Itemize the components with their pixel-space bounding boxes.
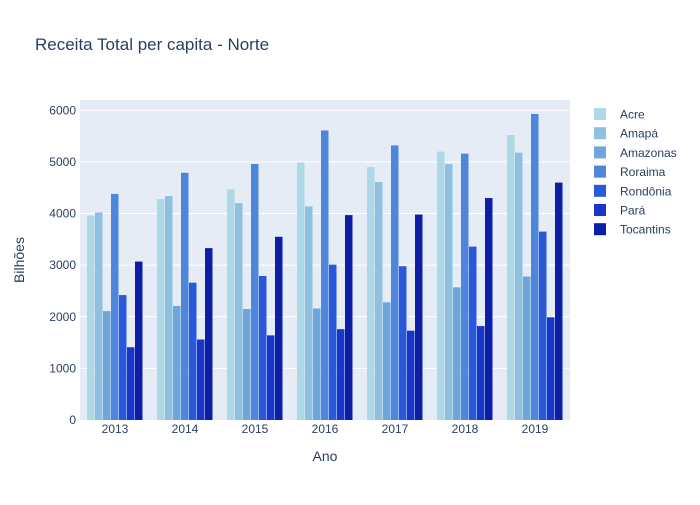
bar-pará-2016[interactable]	[337, 329, 345, 420]
bar-amapá-2015[interactable]	[235, 203, 243, 420]
bar-pará-2019[interactable]	[547, 317, 555, 420]
y-tick-label: 4000	[49, 207, 76, 221]
bar-acre-2017[interactable]	[367, 167, 375, 420]
legend-item[interactable]: Pará	[594, 204, 646, 218]
bar-roraima-2013[interactable]	[111, 193, 119, 420]
bar-amapá-2013[interactable]	[95, 212, 103, 420]
chart-title: Receita Total per capita - Norte	[35, 35, 269, 54]
bar-roraima-2019[interactable]	[531, 113, 539, 420]
bars	[87, 113, 563, 421]
bar-amazonas-2014[interactable]	[173, 305, 181, 420]
bar-tocantins-2019[interactable]	[555, 182, 563, 420]
y-tick-label: 0	[69, 413, 76, 427]
bar-rondônia-2013[interactable]	[119, 295, 127, 420]
legend-swatch	[594, 204, 606, 216]
y-axis-label: Bilhões	[11, 237, 27, 283]
legend-label: Tocantins	[620, 223, 671, 237]
bar-amazonas-2013[interactable]	[103, 311, 111, 420]
x-tick-label: 2018	[452, 422, 479, 436]
legend-label: Pará	[620, 204, 646, 218]
bar-pará-2013[interactable]	[127, 347, 135, 420]
bar-rondônia-2019[interactable]	[539, 231, 547, 420]
bar-roraima-2016[interactable]	[321, 130, 329, 421]
legend-item[interactable]: Roraima	[594, 165, 666, 179]
x-tick-label: 2017	[382, 422, 409, 436]
bar-roraima-2014[interactable]	[181, 172, 189, 420]
bar-amazonas-2018[interactable]	[453, 287, 461, 420]
y-tick-label: 6000	[49, 103, 76, 117]
bar-amapá-2018[interactable]	[445, 164, 453, 420]
bar-tocantins-2014[interactable]	[205, 248, 213, 420]
bar-rondônia-2015[interactable]	[259, 276, 267, 420]
bar-acre-2014[interactable]	[157, 199, 165, 420]
bar-acre-2015[interactable]	[227, 189, 235, 420]
legend-item[interactable]: Rondônia	[594, 184, 672, 198]
bar-tocantins-2015[interactable]	[275, 236, 283, 420]
bar-acre-2013[interactable]	[87, 215, 95, 420]
y-axis-ticks: 0 1000 2000 3000 4000 5000 6000	[49, 103, 76, 427]
bar-amazonas-2016[interactable]	[313, 308, 321, 420]
legend-swatch	[594, 146, 606, 159]
bar-tocantins-2017[interactable]	[415, 214, 423, 420]
bar-roraima-2018[interactable]	[461, 153, 469, 420]
legend-item[interactable]: Acre	[594, 108, 645, 122]
bar-amapá-2017[interactable]	[375, 182, 383, 420]
bar-acre-2019[interactable]	[507, 135, 515, 420]
bar-acre-2016[interactable]	[297, 162, 305, 421]
x-axis-ticks: 2013 2014 2015 2016 2017 2018 2019	[102, 422, 549, 436]
legend-item[interactable]: Tocantins	[594, 223, 671, 237]
legend-label: Amapá	[620, 127, 658, 141]
legend-swatch	[594, 223, 606, 236]
legend-swatch	[594, 108, 606, 120]
bar-rondônia-2014[interactable]	[189, 282, 197, 420]
bar-amapá-2019[interactable]	[515, 152, 523, 421]
bar-rondônia-2016[interactable]	[329, 264, 337, 420]
bar-amazonas-2017[interactable]	[383, 302, 391, 420]
bar-tocantins-2016[interactable]	[345, 215, 353, 420]
legend-label: Amazonas	[620, 146, 677, 160]
bar-amapá-2014[interactable]	[165, 196, 173, 420]
bar-amazonas-2015[interactable]	[243, 309, 251, 420]
y-tick-label: 2000	[49, 310, 76, 324]
x-tick-label: 2013	[102, 422, 129, 436]
bar-amapá-2016[interactable]	[305, 206, 313, 420]
bar-roraima-2017[interactable]	[391, 145, 399, 420]
bar-rondônia-2017[interactable]	[399, 266, 407, 420]
bar-pará-2014[interactable]	[197, 339, 205, 420]
legend-swatch	[594, 165, 606, 178]
legend-item[interactable]: Amapá	[594, 127, 658, 141]
bar-pará-2015[interactable]	[267, 335, 275, 420]
bar-amazonas-2019[interactable]	[523, 276, 531, 420]
y-tick-label: 1000	[49, 361, 76, 375]
y-tick-label: 5000	[49, 155, 76, 169]
bar-pará-2017[interactable]	[407, 330, 415, 420]
legend-label: Acre	[620, 108, 645, 122]
y-tick-label: 3000	[49, 258, 76, 272]
bar-rondônia-2018[interactable]	[469, 246, 477, 420]
legend-item[interactable]: Amazonas	[594, 146, 677, 160]
x-axis-label: Ano	[313, 448, 338, 464]
bar-pará-2018[interactable]	[477, 326, 485, 420]
x-tick-label: 2016	[312, 422, 339, 436]
legend-label: Roraima	[620, 165, 666, 179]
legend[interactable]: Acre Amapá Amazonas Roraima Rondônia Pará Toca…	[594, 108, 677, 237]
legend-label: Rondônia	[620, 184, 672, 198]
bar-acre-2018[interactable]	[437, 151, 445, 420]
x-tick-label: 2014	[172, 422, 199, 436]
x-tick-label: 2015	[242, 422, 269, 436]
x-tick-label: 2019	[522, 422, 549, 436]
legend-swatch	[594, 127, 606, 140]
bar-tocantins-2013[interactable]	[135, 261, 143, 420]
bar-roraima-2015[interactable]	[251, 164, 259, 420]
legend-swatch	[594, 184, 606, 197]
bar-tocantins-2018[interactable]	[485, 198, 493, 420]
